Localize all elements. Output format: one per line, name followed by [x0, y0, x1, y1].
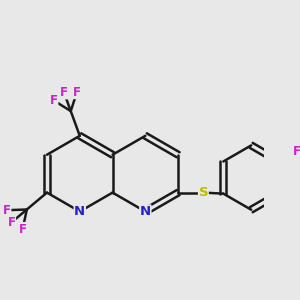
- Text: F: F: [50, 94, 58, 107]
- Text: F: F: [8, 216, 16, 229]
- Text: N: N: [140, 205, 151, 218]
- Text: F: F: [292, 145, 300, 158]
- Text: S: S: [199, 186, 208, 199]
- Text: F: F: [3, 204, 11, 217]
- Text: F: F: [60, 86, 68, 99]
- Text: F: F: [19, 223, 27, 236]
- Text: F: F: [73, 85, 81, 99]
- Text: N: N: [74, 205, 85, 218]
